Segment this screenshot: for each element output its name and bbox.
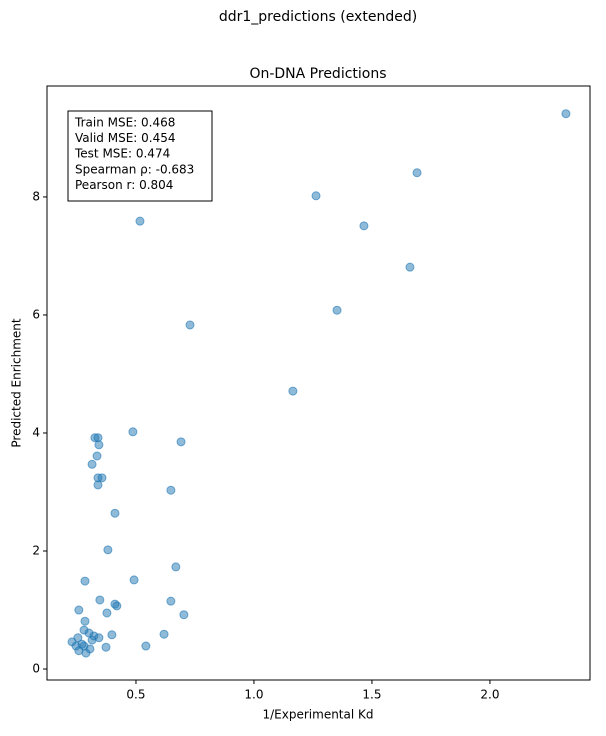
annotation-box [67, 110, 213, 202]
chart-title: On-DNA Predictions [249, 66, 386, 82]
point [80, 576, 90, 586]
point [95, 595, 105, 605]
y-tick-label: 0 [32, 662, 40, 676]
point [80, 616, 90, 626]
point [185, 320, 195, 330]
annotation-line: Valid MSE: 0.454 [75, 131, 176, 145]
point [93, 480, 103, 490]
annotation-line: Test MSE: 0.474 [74, 147, 170, 161]
y-tick-label: 6 [32, 307, 40, 321]
point [332, 305, 342, 315]
point [412, 168, 422, 178]
point [94, 440, 104, 450]
point [97, 473, 107, 483]
point [359, 221, 369, 231]
point [141, 641, 151, 651]
point [87, 635, 97, 645]
x-tick-label: 2.0 [480, 688, 499, 702]
x-tick-label: 0.5 [126, 688, 145, 702]
point [166, 596, 176, 606]
annotation-line: Spearman ρ: -0.683 [75, 162, 194, 176]
point [81, 648, 91, 658]
point [107, 630, 117, 640]
point [112, 601, 122, 611]
point [74, 605, 84, 615]
point [171, 562, 181, 572]
point [103, 545, 113, 555]
point [179, 610, 189, 620]
y-tick-label: 4 [32, 425, 40, 439]
point [102, 608, 112, 618]
point [288, 386, 298, 396]
y-tick-label: 2 [32, 544, 40, 558]
y-axis-label: Predicted Enrichment [10, 318, 24, 447]
point [176, 437, 186, 447]
point [311, 191, 321, 201]
suptitle: ddr1_predictions (extended) [219, 9, 417, 25]
point [135, 216, 145, 226]
point [561, 109, 571, 119]
x-axis-label: 1/Experimental Kd [263, 708, 374, 722]
point [129, 575, 139, 585]
annotation-line: Train MSE: 0.468 [74, 116, 175, 130]
point [405, 262, 415, 272]
point [128, 427, 138, 437]
x-tick-label: 1.0 [244, 688, 263, 702]
x-tick-label: 1.5 [362, 688, 381, 702]
point [159, 629, 169, 639]
plot-frame [46, 85, 591, 681]
annotation-line: Pearson r: 0.804 [75, 178, 173, 192]
point [101, 642, 111, 652]
point [92, 451, 102, 461]
point [87, 459, 97, 469]
point [166, 485, 176, 495]
y-tick-label: 8 [32, 189, 40, 203]
point [110, 508, 120, 518]
